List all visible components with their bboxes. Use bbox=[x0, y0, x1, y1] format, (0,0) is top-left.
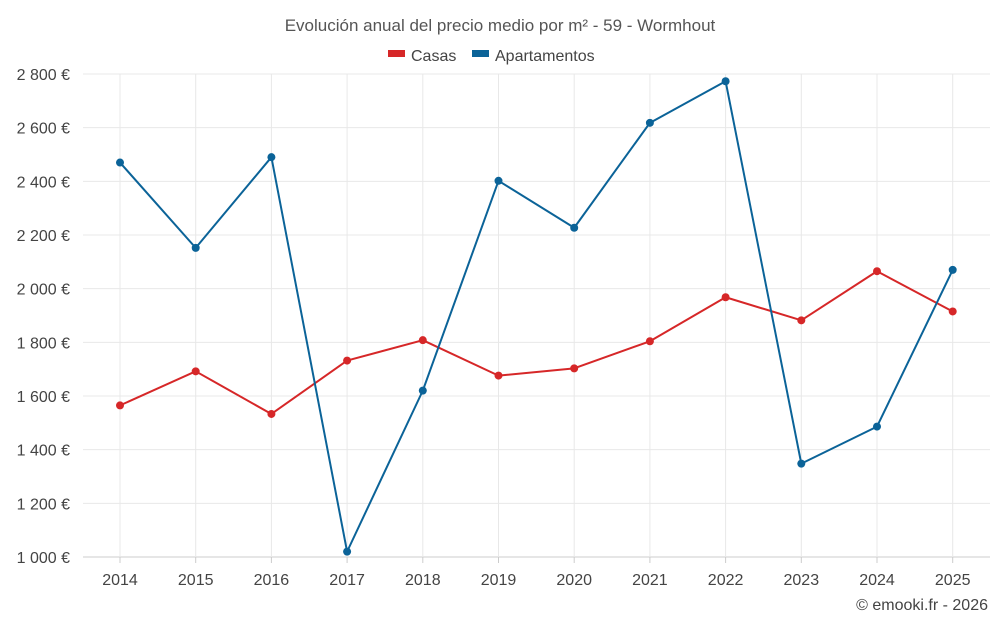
data-point-casas[interactable] bbox=[267, 409, 276, 418]
data-point-casas[interactable] bbox=[116, 401, 124, 410]
data-point-casas[interactable] bbox=[418, 336, 427, 345]
y-axis-ticks: 1 000 € 1 200 € 1 400 € 1 600 € 1 800 € 2 000… bbox=[17, 67, 70, 567]
y-tick-label: 2 400 € bbox=[17, 174, 70, 191]
legend-swatch-apartamentos bbox=[472, 50, 489, 57]
data-point-casas[interactable] bbox=[721, 293, 730, 302]
x-tick-label: 2025 bbox=[935, 572, 971, 589]
y-tick-label: 2 600 € bbox=[17, 121, 70, 138]
data-point-casas[interactable] bbox=[570, 364, 579, 373]
data-point-casas[interactable] bbox=[948, 307, 957, 316]
x-axis-ticks: 2014 2015 2016 2017 2018 2019 2020 2021 2022 2023… bbox=[102, 557, 971, 589]
x-tick-label: 2018 bbox=[405, 572, 441, 589]
data-point-casas[interactable] bbox=[191, 367, 200, 376]
x-tick-label: 2015 bbox=[178, 572, 214, 589]
x-tick-label: 2023 bbox=[784, 572, 820, 589]
y-tick-label: 1 600 € bbox=[17, 389, 70, 406]
x-tick-label: 2022 bbox=[708, 572, 744, 589]
legend-label-casas: Casas bbox=[411, 48, 456, 65]
credit-text: © emooki.fr - 2026 bbox=[856, 597, 988, 614]
x-tick-label: 2019 bbox=[481, 572, 517, 589]
x-tick-label: 2020 bbox=[556, 572, 592, 589]
legend-swatch-casas bbox=[388, 50, 405, 57]
data-point-apartamentos[interactable] bbox=[116, 158, 124, 167]
x-tick-label: 2024 bbox=[859, 572, 895, 589]
data-point-casas[interactable] bbox=[494, 371, 503, 380]
data-point-casas[interactable] bbox=[645, 337, 654, 346]
x-tick-label: 2021 bbox=[632, 572, 668, 589]
grid bbox=[83, 73, 990, 558]
y-tick-label: 2 800 € bbox=[17, 67, 70, 84]
data-point-casas[interactable] bbox=[873, 267, 881, 276]
series bbox=[116, 77, 957, 556]
x-tick-label: 2016 bbox=[254, 572, 290, 589]
data-point-apartamentos[interactable] bbox=[494, 176, 503, 185]
data-point-apartamentos[interactable] bbox=[418, 386, 427, 395]
legend-label-apartamentos: Apartamentos bbox=[495, 48, 595, 65]
legend: Casas Apartamentos bbox=[388, 48, 595, 65]
y-tick-label: 1 200 € bbox=[17, 496, 70, 513]
legend-item-apartamentos[interactable]: Apartamentos bbox=[472, 48, 595, 65]
data-point-apartamentos[interactable] bbox=[797, 459, 806, 468]
data-point-apartamentos[interactable] bbox=[343, 547, 352, 556]
series-line-apartamentos bbox=[119, 80, 954, 553]
y-tick-label: 1 400 € bbox=[17, 443, 70, 460]
data-point-casas[interactable] bbox=[797, 316, 806, 325]
y-tick-label: 2 200 € bbox=[17, 228, 70, 245]
data-point-casas[interactable] bbox=[343, 356, 352, 365]
series-line-casas bbox=[119, 270, 954, 415]
data-point-apartamentos[interactable] bbox=[873, 422, 881, 431]
x-tick-label: 2017 bbox=[329, 572, 365, 589]
y-tick-label: 1 800 € bbox=[17, 335, 70, 352]
data-point-apartamentos[interactable] bbox=[267, 153, 276, 162]
data-point-apartamentos[interactable] bbox=[948, 265, 957, 274]
data-point-apartamentos[interactable] bbox=[645, 118, 654, 127]
data-point-apartamentos[interactable] bbox=[721, 77, 730, 86]
data-point-apartamentos[interactable] bbox=[191, 243, 200, 252]
legend-item-casas[interactable]: Casas bbox=[388, 48, 456, 65]
x-tick-label: 2014 bbox=[102, 572, 138, 589]
chart-title: Evolución anual del precio medio por m² … bbox=[285, 16, 716, 35]
y-tick-label: 2 000 € bbox=[17, 282, 70, 299]
data-point-apartamentos[interactable] bbox=[570, 223, 579, 232]
y-tick-label: 1 000 € bbox=[17, 550, 70, 567]
